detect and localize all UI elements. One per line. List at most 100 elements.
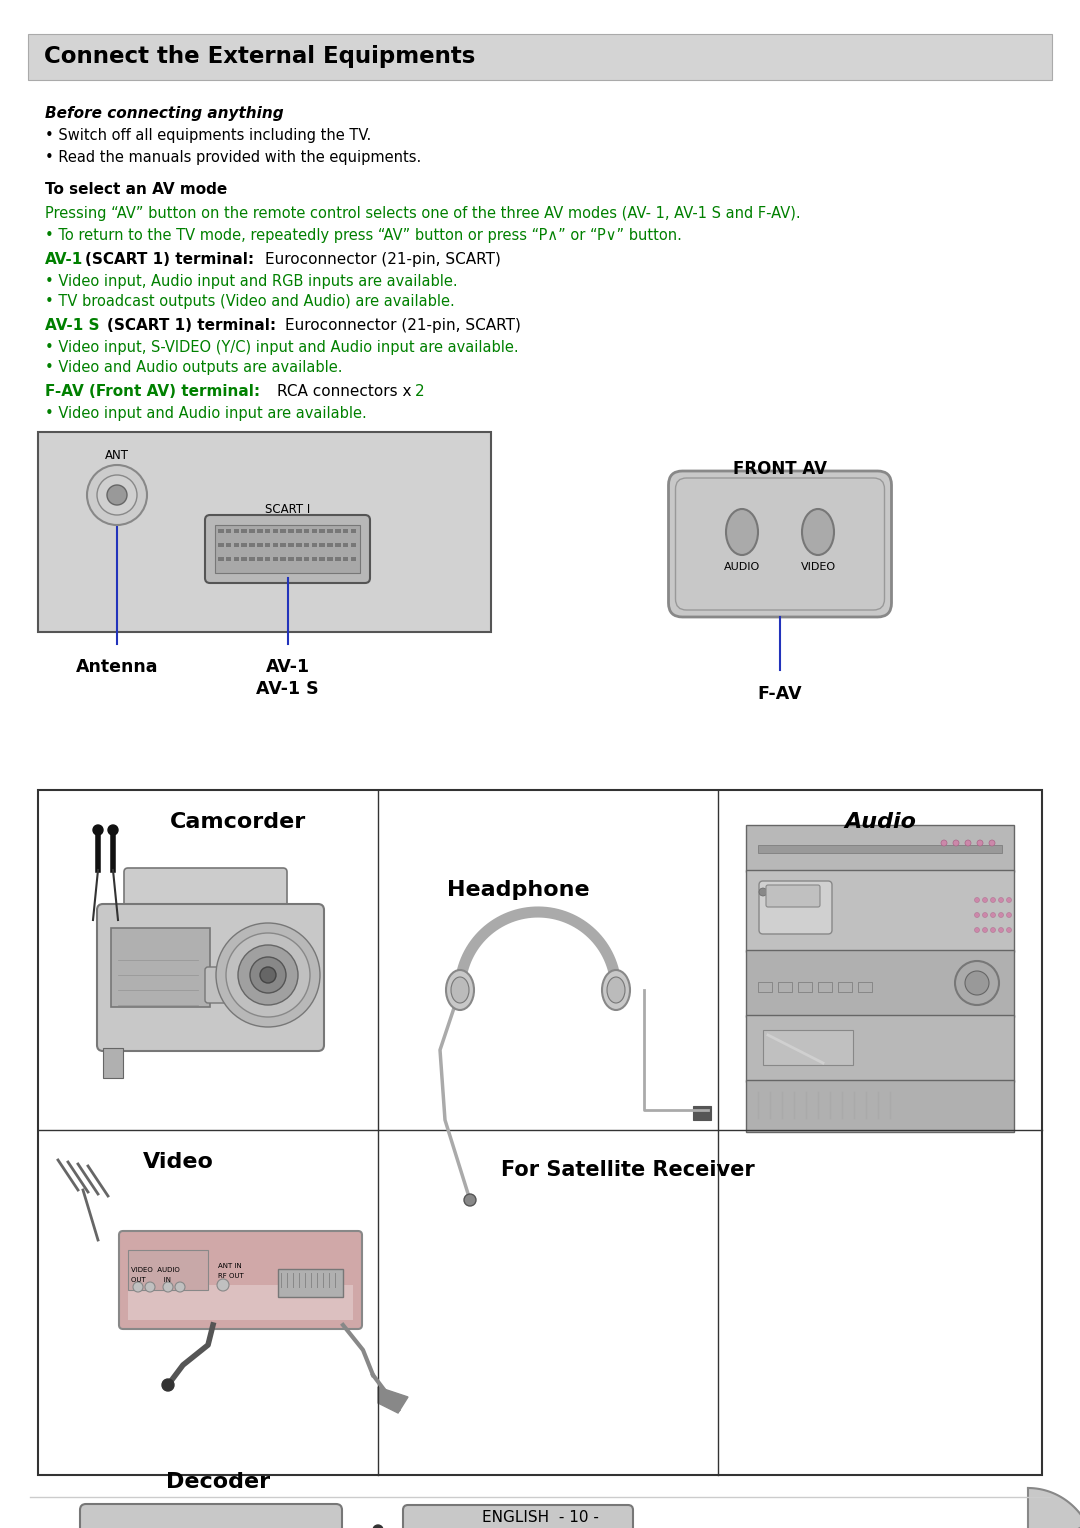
Text: F-AV (Front AV) terminal:: F-AV (Front AV) terminal: — [45, 384, 260, 399]
Text: • Video and Audio outputs are available.: • Video and Audio outputs are available. — [45, 361, 342, 374]
Bar — [226, 558, 231, 561]
Ellipse shape — [607, 976, 625, 1002]
FancyBboxPatch shape — [97, 905, 324, 1051]
Circle shape — [1007, 927, 1012, 932]
Circle shape — [974, 912, 980, 917]
Text: FRONT AV: FRONT AV — [733, 460, 827, 478]
FancyBboxPatch shape — [675, 478, 885, 610]
Bar — [38, 790, 1042, 1475]
Ellipse shape — [446, 970, 474, 1010]
Bar — [351, 529, 356, 533]
Bar — [312, 558, 318, 561]
Circle shape — [464, 1193, 476, 1206]
Bar — [758, 845, 1002, 853]
Bar — [342, 529, 348, 533]
Bar — [257, 558, 262, 561]
Text: Euroconnector (21-pin, SCART): Euroconnector (21-pin, SCART) — [285, 318, 521, 333]
Text: F-AV: F-AV — [758, 685, 802, 703]
Text: Camcorder: Camcorder — [170, 811, 306, 833]
Text: • TV broadcast outputs (Video and Audio) are available.: • TV broadcast outputs (Video and Audio)… — [45, 293, 455, 309]
Circle shape — [216, 923, 320, 1027]
Bar — [265, 542, 270, 547]
Text: • Switch off all equipments including the TV.: • Switch off all equipments including th… — [45, 128, 372, 144]
Ellipse shape — [802, 509, 834, 555]
Circle shape — [238, 944, 298, 1005]
Bar — [818, 983, 832, 992]
Circle shape — [974, 897, 980, 903]
Text: AV-1: AV-1 — [45, 252, 83, 267]
Text: AV-1 S: AV-1 S — [256, 680, 319, 698]
Ellipse shape — [602, 970, 630, 1010]
Text: AV-1 S: AV-1 S — [45, 318, 99, 333]
FancyBboxPatch shape — [38, 432, 491, 633]
Bar — [265, 558, 270, 561]
Circle shape — [133, 1282, 143, 1293]
Bar — [218, 529, 224, 533]
FancyBboxPatch shape — [215, 526, 360, 573]
Bar — [249, 558, 255, 561]
Circle shape — [163, 1282, 173, 1293]
FancyBboxPatch shape — [746, 1080, 1014, 1132]
Bar — [303, 558, 309, 561]
Text: ENGLISH  - 10 -: ENGLISH - 10 - — [482, 1510, 598, 1525]
FancyBboxPatch shape — [119, 1232, 362, 1329]
Bar — [335, 542, 340, 547]
Bar — [265, 529, 270, 533]
Bar — [312, 542, 318, 547]
Circle shape — [226, 934, 310, 1018]
FancyBboxPatch shape — [759, 882, 832, 934]
Text: • Video input, S-VIDEO (Y/C) input and Audio input are available.: • Video input, S-VIDEO (Y/C) input and A… — [45, 341, 518, 354]
Circle shape — [759, 888, 767, 895]
Bar — [272, 542, 279, 547]
Bar — [838, 983, 852, 992]
Bar — [351, 542, 356, 547]
Text: Antenna: Antenna — [76, 659, 159, 675]
Text: Headphone: Headphone — [447, 880, 590, 900]
Text: (SCART 1) terminal:: (SCART 1) terminal: — [85, 252, 254, 267]
Bar — [233, 558, 239, 561]
Ellipse shape — [451, 976, 469, 1002]
Bar — [257, 542, 262, 547]
Bar — [281, 542, 286, 547]
Circle shape — [108, 825, 118, 834]
Bar — [233, 529, 239, 533]
Circle shape — [260, 967, 276, 983]
Text: RF OUT: RF OUT — [218, 1273, 244, 1279]
Text: Euroconnector (21-pin, SCART): Euroconnector (21-pin, SCART) — [265, 252, 501, 267]
Bar — [342, 542, 348, 547]
FancyBboxPatch shape — [403, 1505, 633, 1528]
Bar — [249, 542, 255, 547]
FancyBboxPatch shape — [746, 825, 1014, 872]
Text: ANT: ANT — [105, 449, 129, 461]
Bar — [762, 1030, 853, 1065]
Bar — [758, 983, 772, 992]
FancyBboxPatch shape — [80, 1504, 342, 1528]
FancyBboxPatch shape — [205, 967, 251, 1002]
Text: Connect the External Equipments: Connect the External Equipments — [44, 46, 475, 69]
FancyBboxPatch shape — [129, 1285, 353, 1320]
FancyBboxPatch shape — [669, 471, 891, 617]
Text: RCA connectors x: RCA connectors x — [276, 384, 417, 399]
Circle shape — [373, 1525, 383, 1528]
Bar — [351, 558, 356, 561]
Bar — [327, 542, 333, 547]
Bar — [303, 542, 309, 547]
Text: Video: Video — [143, 1152, 214, 1172]
Circle shape — [97, 475, 137, 515]
FancyBboxPatch shape — [746, 950, 1014, 1018]
Polygon shape — [378, 1387, 408, 1413]
Circle shape — [175, 1282, 185, 1293]
Text: • Video input and Audio input are available.: • Video input and Audio input are availa… — [45, 406, 367, 422]
Bar — [327, 558, 333, 561]
Circle shape — [966, 970, 989, 995]
Circle shape — [966, 840, 971, 847]
Bar — [312, 529, 318, 533]
FancyBboxPatch shape — [766, 885, 820, 908]
Bar — [335, 558, 340, 561]
Text: Pressing “AV” button on the remote control selects one of the three AV modes (AV: Pressing “AV” button on the remote contr… — [45, 206, 800, 222]
Text: Decoder: Decoder — [166, 1471, 270, 1491]
Bar — [272, 529, 279, 533]
Text: VIDEO  AUDIO: VIDEO AUDIO — [131, 1267, 179, 1273]
Circle shape — [990, 897, 996, 903]
Text: • Video input, Audio input and RGB inputs are available.: • Video input, Audio input and RGB input… — [45, 274, 458, 289]
